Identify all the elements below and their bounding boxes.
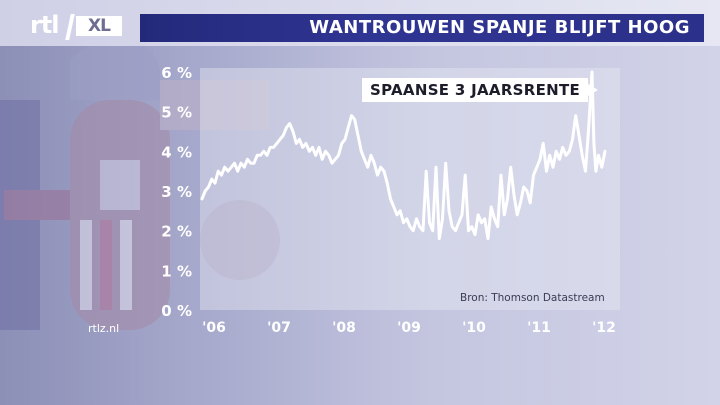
y-tick-label: 1 % [161, 262, 192, 280]
series-annotation-label: SPAANSE 3 JAARSRENTE [362, 78, 589, 102]
x-tick-label: '10 [462, 320, 486, 336]
y-tick-label: 2 % [161, 223, 192, 241]
y-tick-label: 0 % [161, 302, 192, 320]
site-link[interactable]: rtlz.nl [88, 322, 120, 335]
x-tick-label: '12 [592, 320, 616, 336]
series-line [200, 70, 607, 241]
rtl-xl-logo[interactable]: rtl XL [30, 11, 126, 40]
x-tick-label: '07 [267, 320, 291, 336]
x-tick-label: '08 [332, 320, 356, 336]
y-tick-label: 4 % [161, 143, 192, 161]
chart-title: WANTROUWEN SPANJE BLIJFT HOOG [309, 17, 690, 38]
chart-panel [200, 68, 620, 310]
x-tick-label: '06 [202, 320, 226, 336]
source-credit: Bron: Thomson Datastream [460, 292, 605, 304]
logo-xl-text: XL [76, 16, 122, 36]
series-lines [200, 70, 607, 241]
x-axis-ticks: '06 '07 '08 '09 '10 '11 '12 [202, 320, 616, 336]
y-tick-label: 3 % [161, 183, 192, 201]
x-tick-label: '11 [527, 320, 551, 336]
y-axis-ticks: 0 % 1 % 2 % 3 % 4 % 5 % 6 % [161, 64, 192, 320]
y-tick-label: 5 % [161, 104, 192, 122]
logo-rtl-text: rtl [30, 11, 60, 39]
annotation-arrow-icon [588, 84, 598, 96]
x-tick-label: '09 [397, 320, 421, 336]
spain-coat-of-arms-background [0, 40, 280, 330]
title-bar: WANTROUWEN SPANJE BLIJFT HOOG [140, 14, 704, 42]
y-tick-label: 6 % [161, 64, 192, 82]
